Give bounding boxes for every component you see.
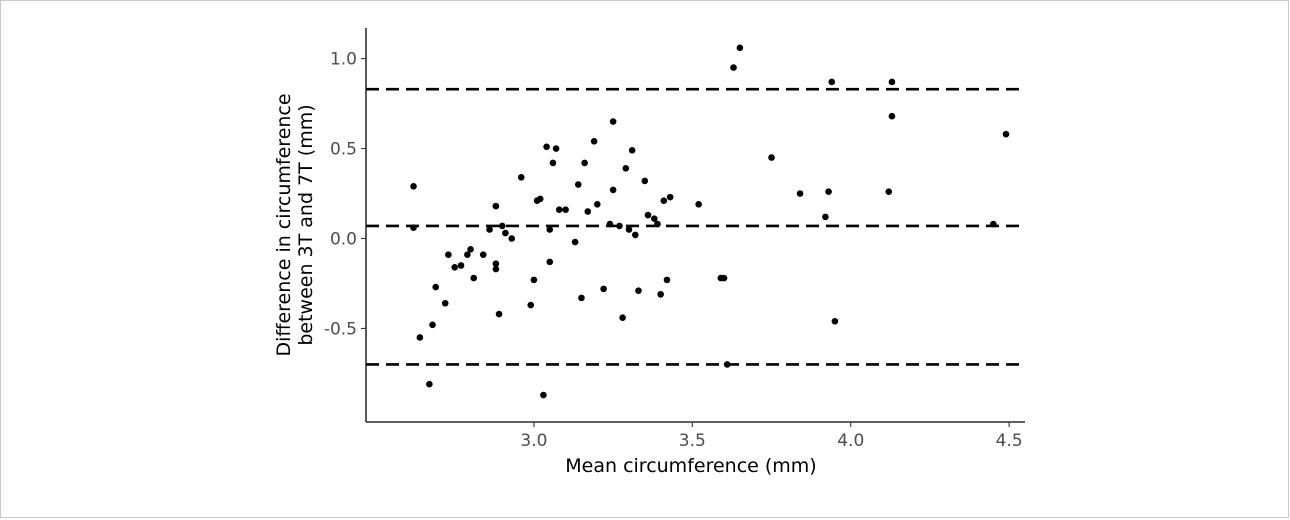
data-point-4 (429, 321, 436, 329)
y-tick-label-3: -0.5 (324, 319, 357, 339)
data-point-38 (581, 159, 588, 167)
data-point-32 (552, 145, 560, 152)
data-point-37 (578, 294, 585, 302)
data-point-57 (657, 290, 664, 298)
data-point-5 (432, 283, 440, 291)
data-point-61 (695, 201, 702, 208)
data-point-56 (654, 220, 661, 228)
data-point-58 (660, 197, 668, 205)
data-point-66 (736, 44, 744, 52)
x-axis-ticks: 3.0 3.5 4.0 4.5 (520, 422, 1023, 451)
data-point-16 (492, 260, 500, 267)
data-point-27 (540, 391, 547, 399)
data-point-15 (492, 202, 500, 210)
data-point-14 (486, 226, 493, 233)
data-point-11 (467, 245, 474, 253)
data-point-20 (502, 229, 509, 237)
y-axis-title-line-1: Difference in circumference (273, 93, 295, 356)
x-tick-label-3: 4.5 (996, 431, 1023, 451)
x-axis-title: Mean circumference (mm) (565, 455, 816, 477)
x-tick-label-0: 3.0 (520, 431, 547, 451)
data-point-48 (622, 165, 630, 172)
data-point-65 (730, 64, 737, 71)
data-point-36 (574, 181, 582, 188)
data-point-40 (590, 138, 598, 145)
data-point-26 (536, 195, 544, 203)
data-point-1 (410, 224, 417, 231)
data-point-29 (546, 258, 554, 266)
data-point-34 (562, 206, 569, 214)
data-point-75 (888, 78, 896, 86)
data-point-63 (720, 274, 728, 282)
data-point-35 (571, 238, 579, 246)
data-point-52 (635, 287, 642, 294)
data-point-13 (479, 251, 487, 258)
data-point-39 (584, 208, 592, 215)
data-point-74 (888, 112, 896, 120)
data-point-71 (828, 78, 836, 86)
y-axis-ticks: 1.0 0.5 0.0 -0.5 (324, 50, 366, 339)
data-point-72 (831, 317, 839, 325)
data-point-24 (530, 276, 538, 284)
data-point-33 (555, 206, 563, 214)
data-point-46 (616, 222, 623, 230)
data-point-69 (822, 213, 829, 221)
data-point-7 (445, 251, 452, 258)
data-point-22 (517, 174, 525, 181)
data-point-47 (619, 314, 626, 321)
data-point-59 (663, 276, 671, 284)
data-point-77 (1002, 130, 1010, 138)
data-point-0 (410, 183, 417, 190)
data-point-51 (632, 231, 639, 239)
data-point-3 (426, 380, 433, 388)
x-tick-label-1: 3.5 (679, 431, 706, 451)
data-point-30 (546, 226, 554, 233)
data-point-76 (990, 220, 997, 228)
y-axis-title-line-2: between 3T and 7T (mm) (295, 104, 317, 345)
y-tick-label-2: 0.0 (330, 229, 357, 249)
data-point-8 (451, 263, 459, 271)
data-point-44 (609, 118, 617, 125)
data-point-49 (625, 226, 633, 233)
y-tick-label-1: 0.5 (330, 140, 357, 160)
data-point-9 (457, 262, 465, 269)
data-point-50 (628, 147, 636, 154)
data-point-19 (498, 222, 506, 230)
data-point-10 (464, 251, 471, 258)
data-point-18 (495, 310, 503, 318)
data-point-21 (508, 235, 516, 242)
data-point-41 (593, 201, 601, 208)
y-tick-label-0: 1.0 (330, 50, 357, 70)
reference-lines (366, 87, 1025, 366)
data-point-53 (641, 177, 649, 185)
data-point-12 (470, 274, 478, 282)
data-point-54 (644, 211, 652, 219)
data-point-6 (441, 299, 449, 307)
data-point-31 (549, 159, 557, 167)
data-points (410, 44, 1010, 399)
data-point-17 (492, 265, 500, 273)
data-point-28 (543, 143, 550, 151)
data-point-70 (825, 188, 832, 196)
data-point-43 (606, 220, 614, 228)
data-point-73 (885, 188, 893, 196)
data-point-45 (609, 186, 617, 194)
data-point-2 (416, 334, 424, 341)
data-point-42 (600, 285, 607, 293)
data-point-23 (527, 301, 535, 309)
x-tick-label-2: 4.0 (837, 431, 864, 451)
data-point-64 (723, 361, 731, 368)
data-point-60 (666, 193, 674, 201)
data-point-55 (651, 215, 658, 223)
data-point-68 (796, 190, 804, 197)
data-point-67 (768, 154, 775, 161)
